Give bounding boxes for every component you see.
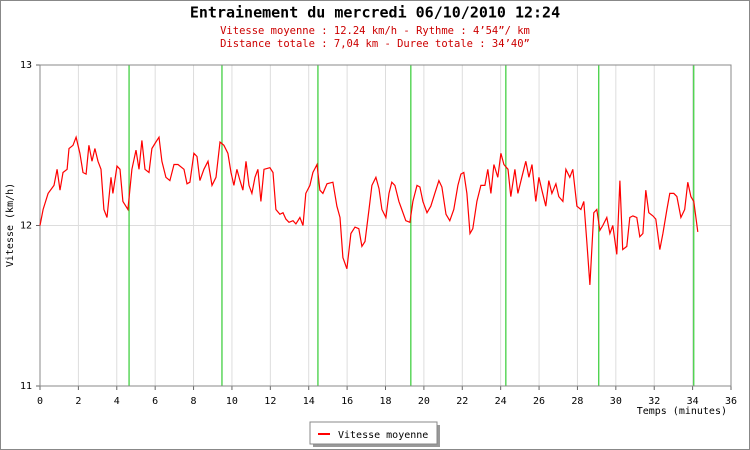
y-tick-label: 12: [20, 221, 32, 232]
y-tick-label: 13: [20, 60, 32, 71]
x-tick-label: 20: [418, 396, 430, 407]
chart-title: Entrainement du mercredi 06/10/2010 12:2…: [190, 4, 560, 22]
x-axis-label: Temps (minutes): [637, 406, 727, 417]
x-tick-label: 0: [37, 396, 43, 407]
subtitle: Vitesse moyenne : 12.24 km/h - Rythme : …: [220, 25, 530, 37]
data-line: [39, 135, 699, 285]
legend-box: [309, 421, 438, 445]
x-tick-label: 32: [648, 396, 660, 407]
x-tick-label: 30: [610, 396, 622, 407]
y-axis-label: Vitesse (km/h): [5, 183, 16, 267]
x-tick-label: 10: [226, 396, 238, 407]
x-tick-label: 36: [725, 396, 737, 407]
x-tick-label: 6: [152, 396, 158, 407]
x-tick-label: 18: [379, 396, 391, 407]
x-tick-label: 34: [687, 396, 699, 407]
x-tick-label: 26: [533, 396, 545, 407]
subtitle: Distance totale : 7,04 km - Duree totale…: [220, 38, 530, 50]
x-tick-label: 12: [264, 396, 276, 407]
x-tick-label: 8: [191, 396, 197, 407]
x-tick-label: 14: [303, 396, 315, 407]
legend: Vitesse moyenne: [309, 421, 440, 447]
x-tick-label: 4: [114, 396, 120, 407]
legend-label: Vitesse moyenne: [338, 430, 428, 441]
y-tick-label: 11: [20, 381, 32, 392]
x-tick-label: 2: [75, 396, 81, 407]
x-tick-label: 16: [341, 396, 353, 407]
x-tick-label: 28: [571, 396, 583, 407]
x-tick-label: 22: [456, 396, 468, 407]
x-tick-label: 24: [495, 396, 507, 407]
